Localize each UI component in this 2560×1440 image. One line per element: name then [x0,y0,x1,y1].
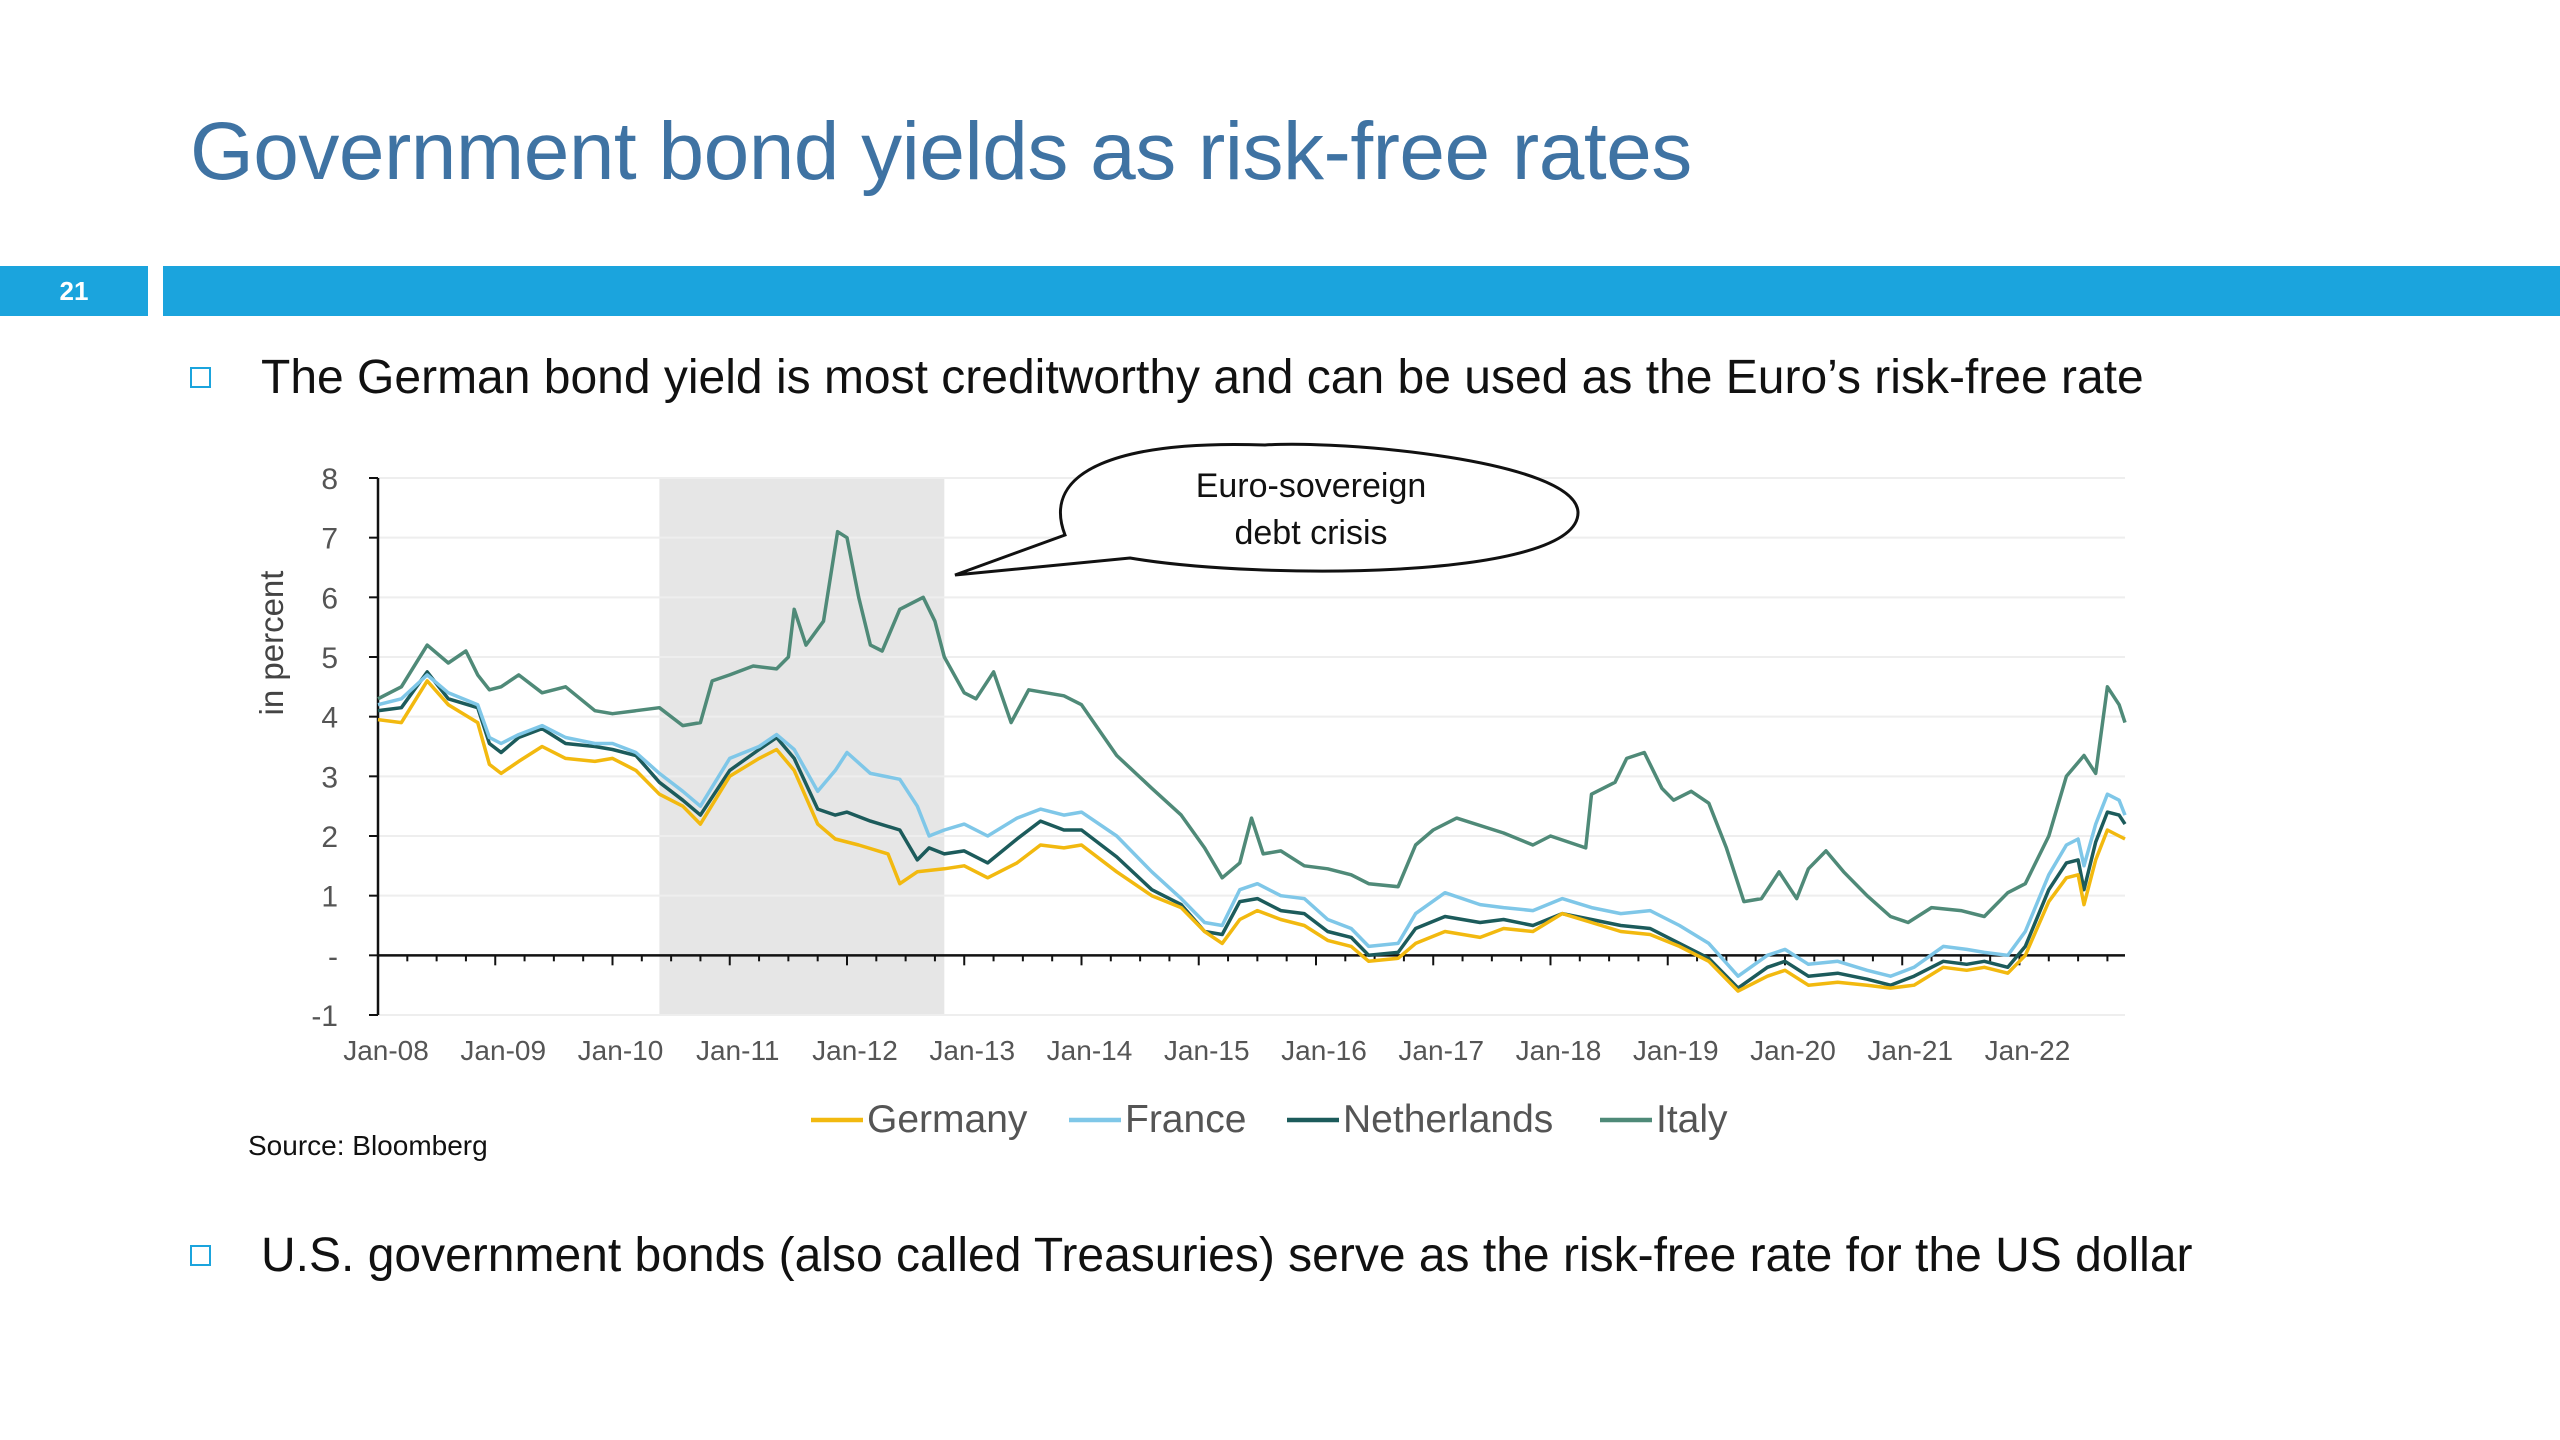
x-tick-label: Jan-20 [1750,1035,1836,1066]
y-axis-label: in percent [253,571,290,716]
legend: Germany France Netherlands Italy [811,1098,1728,1141]
series-line-france [377,673,2127,978]
data-series [377,529,2127,993]
y-tick-label: 7 [321,523,338,556]
legend-label: Germany [867,1098,1028,1141]
x-tick-label: Jan-18 [1516,1035,1602,1066]
y-tick-label: - [328,940,338,973]
y-tick-label: 8 [321,463,338,496]
x-tick-label: Jan-15 [1164,1035,1250,1066]
x-tick-label: Jan-08 [343,1035,429,1066]
series-line-germany [377,679,2126,993]
x-tick-label: Jan-09 [460,1035,546,1066]
y-tick-label: 5 [321,642,338,675]
x-tick-label: Jan-10 [578,1035,664,1066]
y-tick-label: 3 [321,761,338,794]
crisis-callout: Euro-sovereign debt crisis [954,442,1580,577]
x-tick-label: Jan-21 [1867,1035,1953,1066]
square-bullet-icon [190,1245,211,1266]
x-tick-label: Jan-22 [1985,1035,2071,1066]
x-tick-label: Jan-13 [929,1035,1015,1066]
x-tick-label: Jan-17 [1398,1035,1484,1066]
callout-line-1: Euro-sovereign [1196,467,1427,505]
crisis-shaded-region [659,478,945,1015]
y-tick-label: -1 [311,1000,338,1033]
y-tick-label: 6 [321,582,338,615]
y-tick-label: 4 [321,702,338,735]
series-line-netherlands [377,670,2127,990]
square-bullet-icon [190,367,211,388]
header-accent-bar [163,266,2560,316]
x-tick-label: Jan-19 [1633,1035,1719,1066]
legend-label: France [1125,1098,1246,1141]
bullet-item: The German bond yield is most creditwort… [190,350,2144,405]
x-tick-label: Jan-11 [696,1035,780,1066]
legend-label: Netherlands [1343,1098,1553,1141]
y-tick-label: 2 [321,821,338,854]
page-number: 21 [0,266,148,316]
callout-bubble [954,442,1580,577]
bullet-text: The German bond yield is most creditwort… [261,351,2144,404]
callout-line-2: debt crisis [1234,514,1387,552]
bullet-item: U.S. government bonds (also called Treas… [190,1228,2193,1283]
x-tick-label: Jan-12 [812,1035,898,1066]
source-note: Source: Bloomberg [248,1130,488,1161]
y-tick-label: 1 [321,881,338,914]
slide-title: Government bond yields as risk-free rate… [190,106,1692,197]
bullet-text: U.S. government bonds (also called Treas… [261,1229,2193,1282]
x-tick-label: Jan-14 [1047,1035,1133,1066]
x-tick-label: Jan-16 [1281,1035,1367,1066]
legend-label: Italy [1656,1098,1728,1141]
series-line-italy [377,529,2127,925]
